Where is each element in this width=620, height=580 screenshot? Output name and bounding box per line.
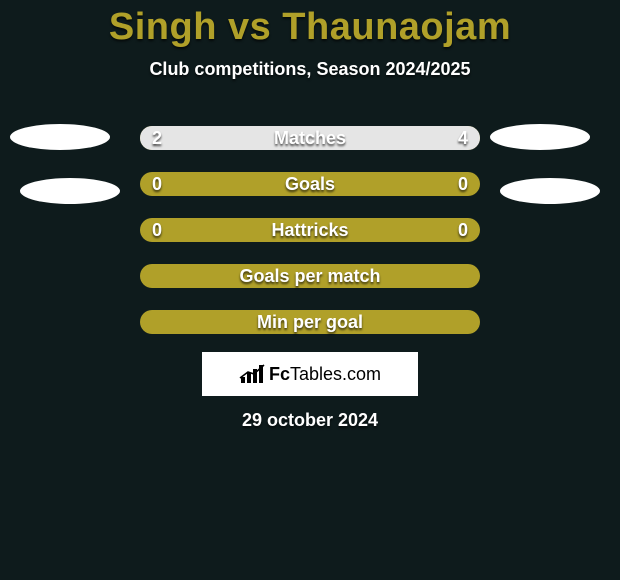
- bar-chart-icon: [239, 363, 265, 385]
- logo-text-a: Fc: [269, 364, 290, 384]
- stat-label: Matches: [140, 126, 480, 150]
- stat-row: Min per goal: [0, 310, 620, 334]
- stat-label: Goals: [140, 172, 480, 196]
- stat-label: Min per goal: [140, 310, 480, 334]
- date-text: 29 october 2024: [0, 410, 620, 431]
- stat-label: Hattricks: [140, 218, 480, 242]
- logo-text: FcTables.com: [269, 364, 381, 385]
- stat-row: 0 0 Goals: [0, 172, 620, 196]
- logo-box: FcTables.com: [202, 352, 418, 396]
- page-title: Singh vs Thaunaojam: [0, 0, 620, 49]
- stat-row: 0 0 Hattricks: [0, 218, 620, 242]
- stat-label: Goals per match: [140, 264, 480, 288]
- subtitle: Club competitions, Season 2024/2025: [0, 59, 620, 80]
- logo-text-c: .com: [342, 364, 381, 384]
- stat-row: 2 4 Matches: [0, 126, 620, 150]
- logo: FcTables.com: [239, 363, 381, 385]
- comparison-infographic: Singh vs Thaunaojam Club competitions, S…: [0, 0, 620, 580]
- logo-text-b: Tables: [290, 364, 342, 384]
- stats-rows: 2 4 Matches 0 0 Goals 0 0 Hattricks: [0, 126, 620, 356]
- stat-row: Goals per match: [0, 264, 620, 288]
